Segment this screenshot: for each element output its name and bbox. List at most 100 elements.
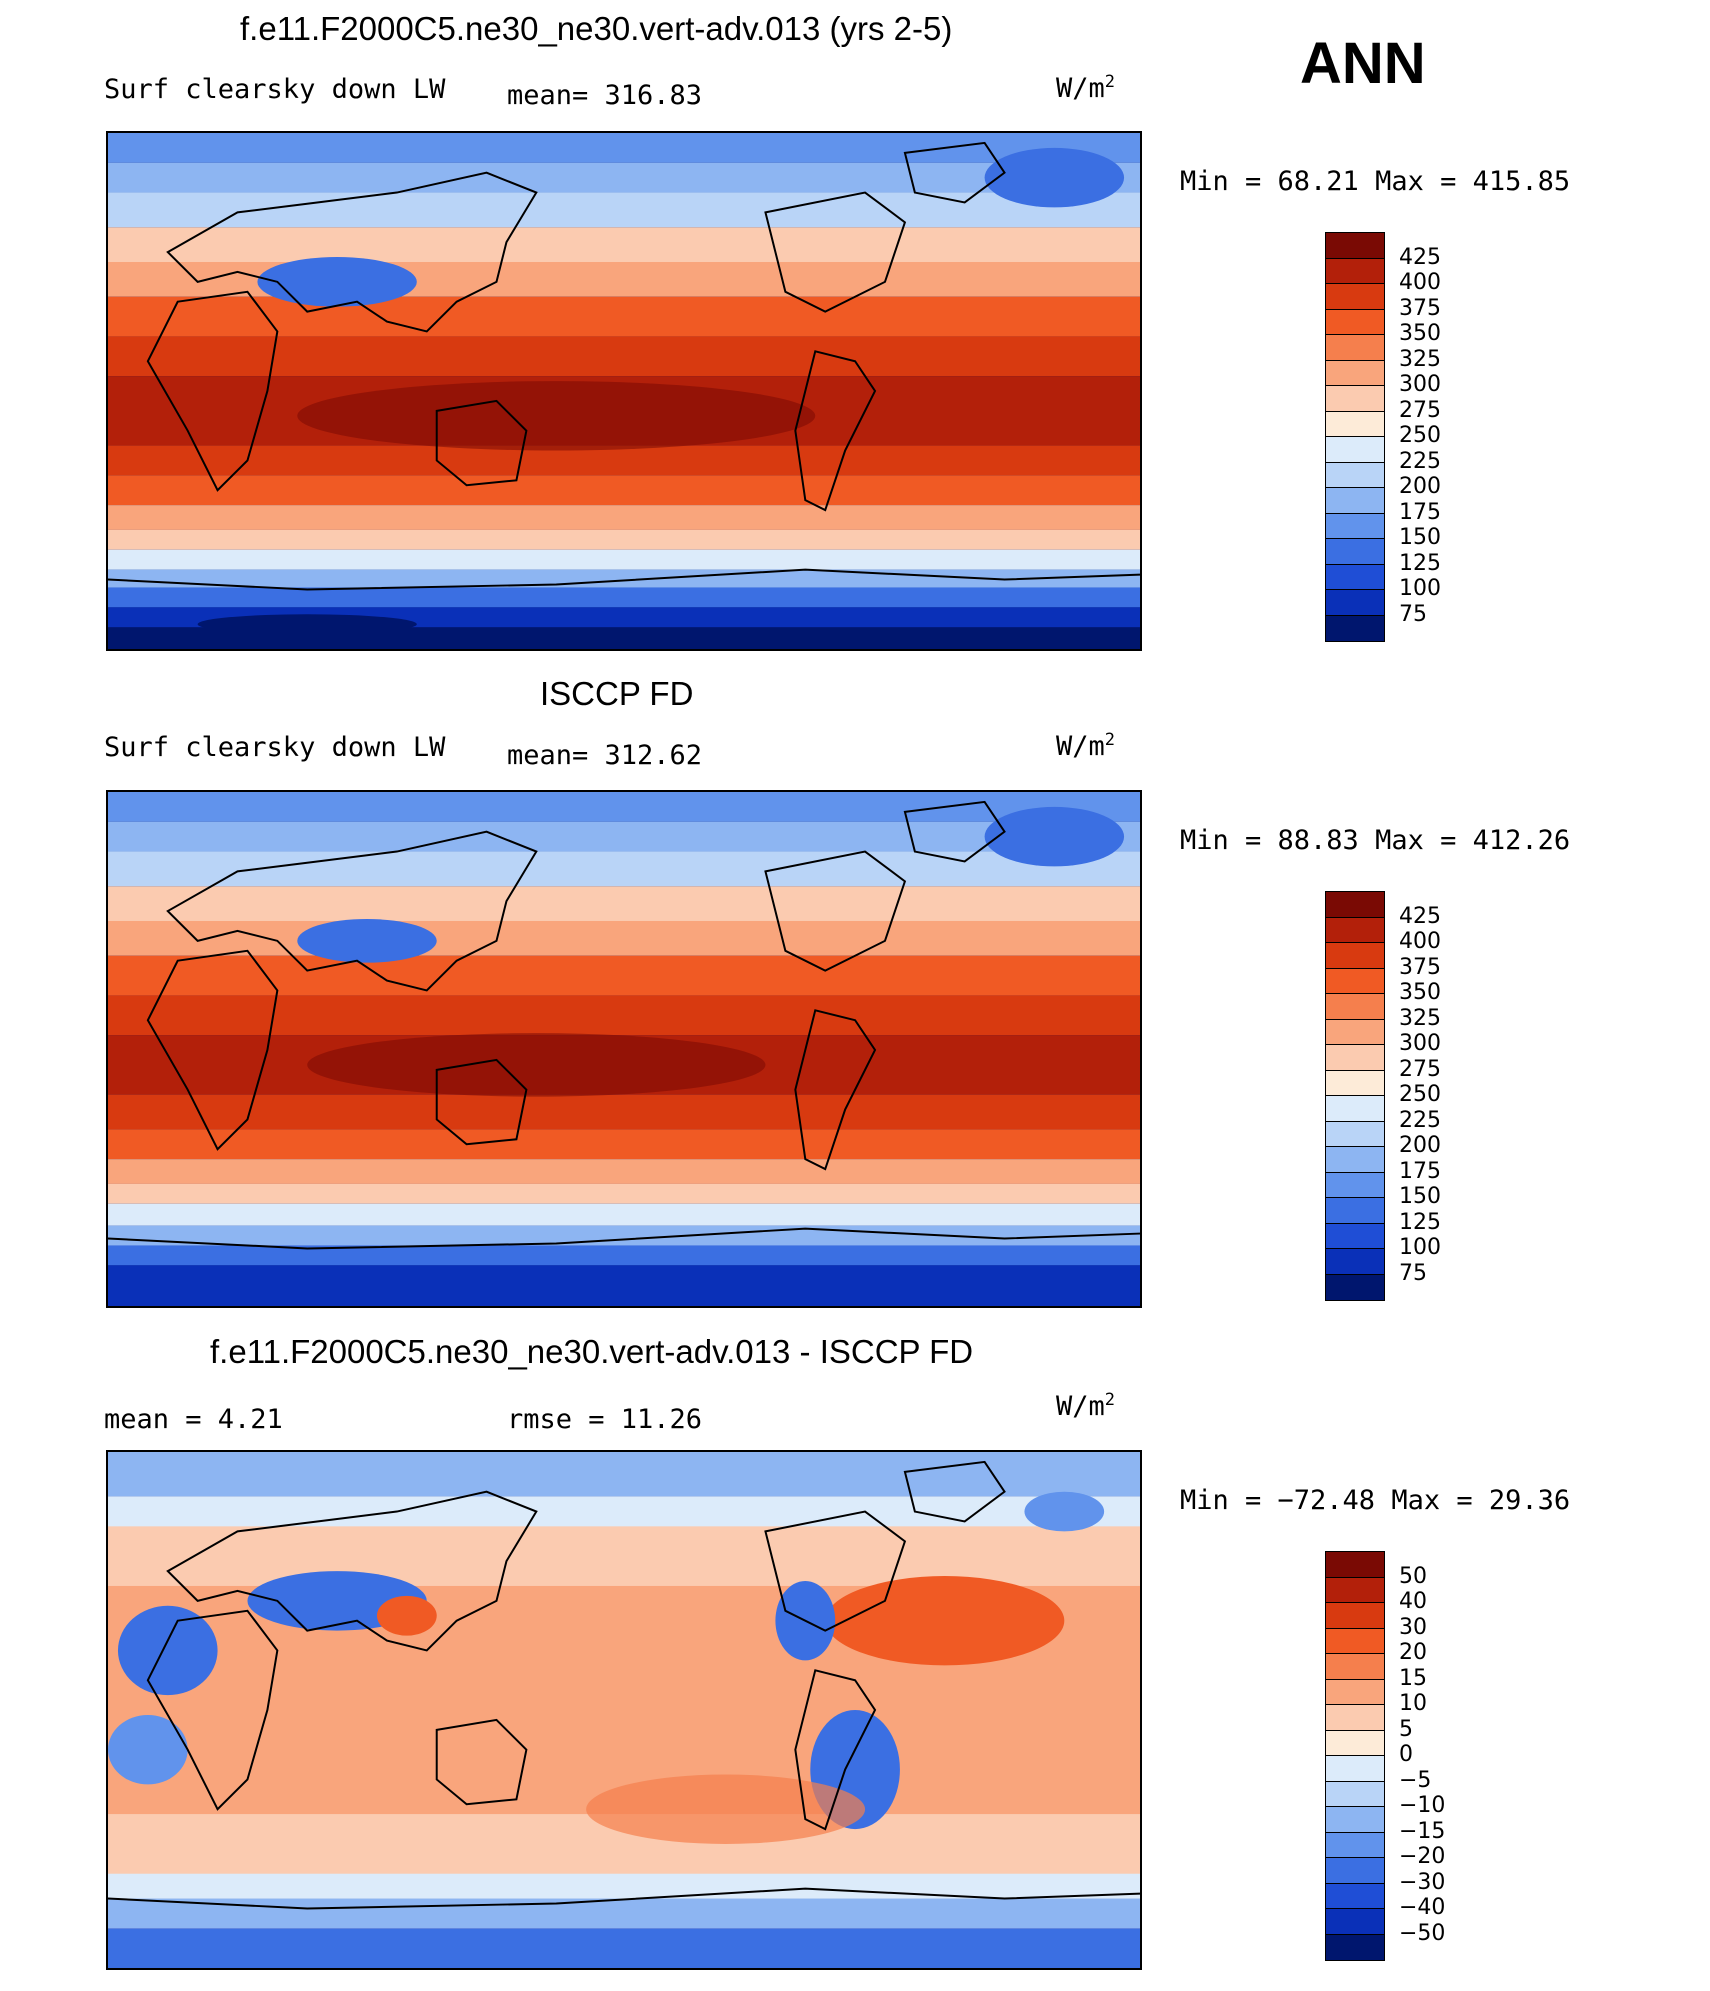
colorbar-segment [1326,1858,1384,1884]
colorbar-segment [1326,1934,1384,1960]
colorbar-tick-label: 100 [1399,576,1441,601]
colorbar-segment [1326,335,1384,361]
map-panel-diff [106,1450,1142,1970]
colorbar-tick-label: −30 [1399,1869,1446,1895]
colorbar-segment [1326,1628,1384,1654]
panel1-variable: Surf clearsky down LW [104,74,446,105]
colorbar-model [1325,232,1385,642]
colorbar-diff [1325,1551,1385,1961]
colorbar-tick-label: 250 [1399,423,1441,448]
colorbar-tick-label: 375 [1399,954,1441,980]
colorbar-tick-label: 375 [1399,295,1441,321]
colorbar-segment [1326,1070,1384,1096]
colorbar-tick-label: 75 [1399,1260,1427,1286]
colorbar-tick-label: 400 [1399,929,1441,954]
colorbar-segment [1326,1756,1384,1782]
panel3-minmax: Min = −72.48 Max = 29.36 [1180,1485,1571,1516]
panel3-rmse: rmse = 11.26 [507,1404,703,1435]
colorbar-tick-label: 275 [1399,397,1441,423]
colorbar-tick-label: 5 [1399,1716,1413,1742]
colorbar-tick-label: 275 [1399,1056,1441,1082]
panel2-minmax: Min = 88.83 Max = 412.26 [1180,825,1571,856]
colorbar-segment [1326,1552,1384,1578]
panel3-mean: mean = 4.21 [104,1404,283,1435]
colorbar-segment [1326,968,1384,994]
colorbar-segment [1326,1172,1384,1198]
colorbar-tick-label: 425 [1399,903,1441,929]
colorbar-tick-label: 15 [1399,1665,1427,1691]
colorbar-tick-label: 200 [1399,1133,1441,1158]
colorbar-tick-label: 325 [1399,1005,1441,1031]
colorbar-segment [1326,360,1384,386]
colorbar-segment [1326,1883,1384,1909]
panel1-mean: mean= 316.83 [507,80,703,111]
colorbar-segment [1326,1198,1384,1224]
colorbar-segment [1326,258,1384,284]
colorbar-tick-label: 20 [1399,1640,1427,1665]
colorbar-obs [1325,891,1385,1301]
colorbar-segment [1326,1019,1384,1045]
colorbar-tick-label: 350 [1399,980,1441,1005]
colorbar-segment [1326,1679,1384,1705]
panel1-title: f.e11.F2000C5.ne30_ne30.vert-adv.013 (yr… [240,10,953,47]
colorbar-tick-label: −50 [1399,1920,1446,1946]
colorbar-segment [1326,1654,1384,1680]
colorbar-tick-label: 425 [1399,244,1441,270]
colorbar-segment [1326,1249,1384,1275]
colorbar-tick-label: 40 [1399,1589,1427,1614]
colorbar-segment [1326,462,1384,488]
colorbar-segment [1326,1121,1384,1147]
colorbar-tick-label: 125 [1399,550,1441,576]
panel1-minmax: Min = 68.21 Max = 415.85 [1180,166,1571,197]
colorbar-tick-label: 250 [1399,1082,1441,1107]
colorbar-segment [1326,1603,1384,1629]
colorbar-tick-label: −5 [1399,1767,1432,1793]
colorbar-segment [1326,411,1384,437]
colorbar-tick-label: 175 [1399,1158,1441,1184]
colorbar-segment [1326,1781,1384,1807]
season-label: ANN [1300,31,1426,96]
obs-field-map [108,792,1140,1306]
panel2-unit: W/m2 [1056,730,1116,762]
colorbar-segment [1326,513,1384,539]
difference-field-map [108,1452,1140,1968]
colorbar-tick-label: 0 [1399,1742,1413,1767]
colorbar-tick-label: 225 [1399,1107,1441,1133]
colorbar-segment [1326,1577,1384,1603]
colorbar-segment [1326,386,1384,412]
colorbar-tick-label: 400 [1399,270,1441,295]
colorbar-segment [1326,1909,1384,1935]
colorbar-tick-label: 150 [1399,525,1441,550]
colorbar-segment [1326,917,1384,943]
colorbar-segment [1326,539,1384,565]
colorbar-tick-label: −15 [1399,1818,1446,1844]
model-field-map [108,133,1140,649]
colorbar-segment [1326,1807,1384,1833]
colorbar-segment [1326,943,1384,969]
colorbar-segment [1326,1147,1384,1173]
colorbar-tick-label: 100 [1399,1235,1441,1260]
colorbar-segment [1326,437,1384,463]
colorbar-tick-label: 225 [1399,448,1441,474]
colorbar-segment [1326,1705,1384,1731]
colorbar-segment [1326,488,1384,514]
colorbar-segment [1326,1730,1384,1756]
colorbar-tick-label: 175 [1399,499,1441,525]
colorbar-tick-label: 30 [1399,1614,1427,1640]
colorbar-tick-label: 300 [1399,1031,1441,1056]
colorbar-segment [1326,1832,1384,1858]
colorbar-segment [1326,615,1384,641]
colorbar-segment [1326,590,1384,616]
colorbar-tick-label: −10 [1399,1793,1446,1818]
colorbar-segment [1326,284,1384,310]
colorbar-segment [1326,309,1384,335]
colorbar-segment [1326,1096,1384,1122]
panel2-title: ISCCP FD [540,675,694,712]
colorbar-tick-label: 125 [1399,1209,1441,1235]
panel2-variable: Surf clearsky down LW [104,732,446,763]
colorbar-tick-label: −40 [1399,1895,1446,1920]
colorbar-segment [1326,994,1384,1020]
map-panel-model [106,131,1142,651]
colorbar-segment [1326,1223,1384,1249]
panel2-mean: mean= 312.62 [507,740,703,771]
